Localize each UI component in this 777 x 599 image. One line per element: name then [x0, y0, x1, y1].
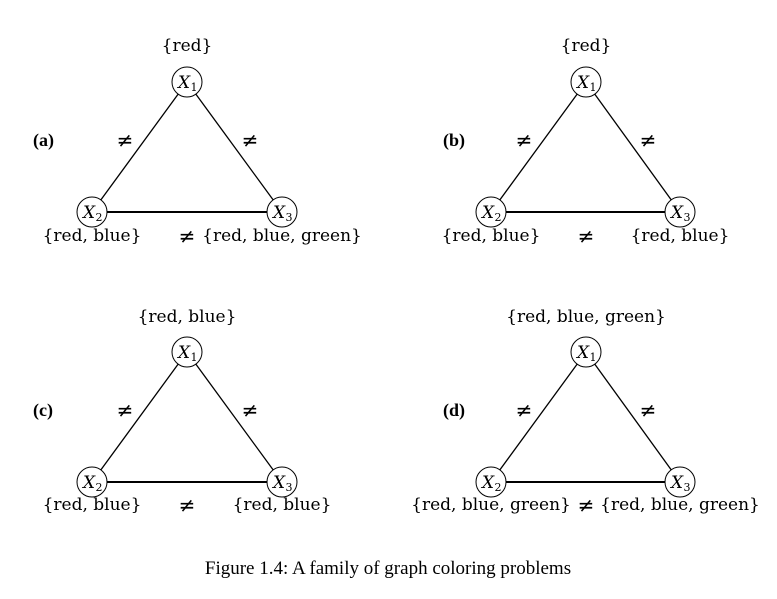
domain-label-x1: {red, blue, green}	[506, 307, 666, 327]
node-circle	[475, 196, 507, 228]
panel-b: ≠ ≠≠X 1{red}X 2{red, blue}X 3{red, blue}(b)	[442, 36, 730, 248]
domain-label-x2: {red, blue}	[43, 226, 142, 246]
neq-x2-x3: ≠	[578, 224, 595, 248]
edge-x1-x3	[585, 81, 681, 213]
node-circle	[76, 466, 108, 498]
panel-letter: (a)	[33, 130, 54, 151]
edge-x1-x2	[91, 81, 188, 213]
neq-x2-x3: ≠	[179, 224, 196, 248]
node-subscript: 1	[590, 351, 597, 364]
node-circle	[664, 466, 696, 498]
node-circle	[570, 66, 602, 98]
panel-letter: (d)	[443, 400, 465, 421]
node-variable: X	[575, 343, 590, 363]
figure-caption: Figure 1.4: A family of graph coloring p…	[205, 558, 571, 579]
neq-x1-x2: ≠	[117, 398, 134, 422]
node-subscript: 1	[191, 81, 198, 94]
node-subscript: 3	[286, 211, 293, 224]
node-variable: X	[81, 203, 96, 223]
neq-x2-x3: ≠	[179, 493, 196, 517]
node-variable: X	[669, 473, 684, 493]
node-circle	[76, 196, 108, 228]
panel-a: ≠ ≠≠X 1{red}X 2{red, blue}X 3{red, blue, gre…	[33, 36, 362, 248]
domain-label-x3: {red, blue}	[631, 226, 730, 246]
domain-label-x3: {red, blue, green}	[600, 495, 760, 515]
neq-x1-x2: ≠	[117, 128, 134, 152]
panel-letter: (b)	[443, 130, 465, 151]
edge-x1-x3	[186, 81, 283, 213]
domain-label-x2: {red, blue}	[43, 495, 142, 515]
node-variable: X	[81, 473, 96, 493]
node-variable: X	[176, 343, 191, 363]
domain-label-x1: {red}	[162, 36, 213, 56]
node-subscript: 1	[191, 351, 198, 364]
edge-x1-x2	[490, 81, 587, 213]
node-circle	[171, 66, 203, 98]
domain-label-x3: {red, blue, green}	[202, 226, 362, 246]
node-subscript: 2	[96, 481, 103, 494]
panel-letter: (c)	[33, 400, 53, 421]
node-variable: X	[176, 73, 191, 93]
edge-x1-x2	[490, 351, 587, 483]
node-subscript: 2	[495, 211, 502, 224]
node-variable: X	[271, 203, 286, 223]
node-subscript: 2	[495, 481, 502, 494]
neq-x1-x2: ≠	[516, 398, 533, 422]
domain-label-x2: {red, blue}	[442, 226, 541, 246]
node-variable: X	[480, 203, 495, 223]
node-circle	[475, 466, 507, 498]
edge-x1-x3	[585, 351, 681, 483]
node-circle	[570, 336, 602, 368]
node-subscript: 3	[684, 211, 691, 224]
node-variable: X	[669, 203, 684, 223]
node-subscript: 1	[590, 81, 597, 94]
node-variable: X	[271, 473, 286, 493]
domain-label-x3: {red, blue}	[233, 495, 332, 515]
node-subscript: 3	[684, 481, 691, 494]
node-circle	[266, 196, 298, 228]
domain-label-x1: {red, blue}	[138, 307, 237, 327]
panel-d: ≠ ≠≠X 1{red, blue, green}X 2{red, blue, gre…	[411, 307, 760, 517]
node-circle	[664, 196, 696, 228]
domain-label-x1: {red}	[561, 36, 612, 56]
node-variable: X	[575, 73, 590, 93]
neq-x1-x3: ≠	[640, 128, 657, 152]
node-subscript: 2	[96, 211, 103, 224]
neq-x2-x3: ≠	[578, 493, 595, 517]
domain-label-x2: {red, blue, green}	[411, 495, 571, 515]
node-circle	[171, 336, 203, 368]
node-variable: X	[480, 473, 495, 493]
panel-c: ≠ ≠≠X 1{red, blue}X 2{red, blue}X 3{red, blu…	[33, 307, 331, 517]
neq-x1-x2: ≠	[516, 128, 533, 152]
node-subscript: 3	[286, 481, 293, 494]
neq-x1-x3: ≠	[242, 128, 259, 152]
edge-x1-x2	[91, 351, 188, 483]
node-circle	[266, 466, 298, 498]
neq-x1-x3: ≠	[640, 398, 657, 422]
edge-x1-x3	[186, 351, 283, 483]
neq-x1-x3: ≠	[242, 398, 259, 422]
